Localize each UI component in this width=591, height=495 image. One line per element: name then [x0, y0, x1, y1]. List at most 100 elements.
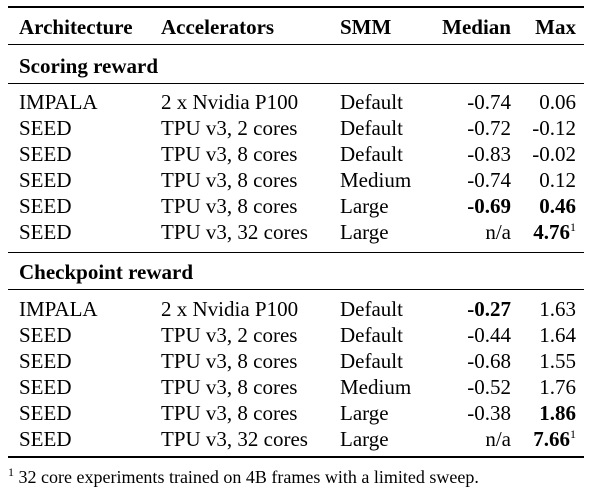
- cell-max-footnote-marker: 1: [570, 220, 576, 234]
- cell-max-value: -0.02: [532, 142, 576, 166]
- cell-accelerators: TPU v3, 32 cores: [161, 427, 308, 451]
- footnote-text: 32 core experiments trained on 4B frames…: [18, 467, 479, 487]
- cell-architecture: SEED: [19, 194, 72, 218]
- cell-max-value: 1.76: [539, 375, 576, 399]
- cell-smm: Default: [340, 90, 403, 114]
- cell-accelerators: TPU v3, 32 cores: [161, 220, 308, 244]
- cell-architecture: SEED: [19, 323, 72, 347]
- header-max: Max: [535, 15, 576, 39]
- cell-max-value: 1.64: [539, 323, 576, 347]
- cell-max: 4.761: [533, 219, 576, 245]
- cell-accelerators: 2 x Nvidia P100: [161, 297, 299, 321]
- cell-smm: Default: [340, 142, 403, 166]
- table-row: SEED TPU v3, 8 cores Large -0.69 0.46: [0, 193, 591, 219]
- table-row: IMPALA 2 x Nvidia P100 Default -0.27 1.63: [0, 296, 591, 322]
- cell-max: 0.12: [539, 167, 576, 193]
- cell-accelerators: TPU v3, 8 cores: [161, 375, 298, 399]
- cell-max: -0.02: [532, 141, 576, 167]
- cell-architecture: SEED: [19, 375, 72, 399]
- cell-max-footnote-marker: 1: [570, 427, 576, 441]
- cell-median: -0.74: [467, 90, 511, 114]
- cell-max: -0.12: [532, 115, 576, 141]
- cell-median: n/a: [485, 220, 511, 244]
- cell-architecture: IMPALA: [19, 90, 98, 114]
- cell-max-value: 0.46: [539, 194, 576, 218]
- header-median: Median: [442, 15, 511, 39]
- cell-max-value: 0.06: [539, 90, 576, 114]
- cell-smm: Large: [340, 194, 389, 218]
- table-row: SEED TPU v3, 8 cores Medium -0.74 0.12: [0, 167, 591, 193]
- cell-median: -0.69: [467, 194, 511, 218]
- cell-accelerators: 2 x Nvidia P100: [161, 90, 299, 114]
- cell-architecture: IMPALA: [19, 297, 98, 321]
- header-accelerators: Accelerators: [161, 15, 275, 39]
- cell-smm: Default: [340, 323, 403, 347]
- cell-accelerators: TPU v3, 8 cores: [161, 142, 298, 166]
- cell-smm: Default: [340, 116, 403, 140]
- cell-median: -0.38: [467, 401, 511, 425]
- cell-max: 1.55: [539, 348, 576, 374]
- cell-max: 1.76: [539, 374, 576, 400]
- cell-accelerators: TPU v3, 2 cores: [161, 323, 298, 347]
- cell-median: -0.52: [467, 375, 511, 399]
- cell-max-value: 7.66: [533, 427, 570, 451]
- cell-smm: Medium: [340, 375, 412, 399]
- table-row: SEED TPU v3, 8 cores Medium -0.52 1.76: [0, 374, 591, 400]
- cell-architecture: SEED: [19, 401, 72, 425]
- bottom-rule: [8, 456, 584, 458]
- table-row: SEED TPU v3, 8 cores Large -0.38 1.86: [0, 400, 591, 426]
- cell-median: -0.72: [467, 116, 511, 140]
- cell-smm: Default: [340, 297, 403, 321]
- cell-smm: Large: [340, 401, 389, 425]
- cell-accelerators: TPU v3, 2 cores: [161, 116, 298, 140]
- cell-architecture: SEED: [19, 116, 72, 140]
- cell-max: 0.06: [539, 89, 576, 115]
- header-row: Architecture Accelerators SMM Median Max: [0, 14, 591, 40]
- cell-accelerators: TPU v3, 8 cores: [161, 168, 298, 192]
- cell-max: 1.64: [539, 322, 576, 348]
- footnote: 1 32 core experiments trained on 4B fram…: [8, 466, 479, 488]
- cell-max-value: 4.76: [533, 220, 570, 244]
- cell-median: -0.74: [467, 168, 511, 192]
- table-row: SEED TPU v3, 8 cores Default -0.68 1.55: [0, 348, 591, 374]
- cell-max: 0.46: [539, 193, 576, 219]
- header-rule: [8, 44, 584, 45]
- cell-max: 1.63: [539, 296, 576, 322]
- cell-architecture: SEED: [19, 142, 72, 166]
- table-row: SEED TPU v3, 32 cores Large n/a 7.661: [0, 426, 591, 452]
- cell-architecture: SEED: [19, 168, 72, 192]
- cell-max: 1.86: [539, 400, 576, 426]
- header-architecture: Architecture: [19, 15, 133, 39]
- cell-smm: Large: [340, 427, 389, 451]
- top-rule: [8, 6, 584, 8]
- cell-accelerators: TPU v3, 8 cores: [161, 194, 298, 218]
- table-row: SEED TPU v3, 2 cores Default -0.72 -0.12: [0, 115, 591, 141]
- header-smm: SMM: [340, 15, 392, 39]
- cell-median: n/a: [485, 427, 511, 451]
- cell-median: -0.83: [467, 142, 511, 166]
- cell-max-value: 1.63: [539, 297, 576, 321]
- section-title-scoring: Scoring reward: [19, 54, 159, 78]
- section-rule-checkpoint: [8, 289, 584, 290]
- cell-median: -0.68: [467, 349, 511, 373]
- cell-median: -0.27: [467, 297, 511, 321]
- table-row: SEED TPU v3, 32 cores Large n/a 4.761: [0, 219, 591, 245]
- cell-max-value: 0.12: [539, 168, 576, 192]
- cell-smm: Large: [340, 220, 389, 244]
- cell-max-value: 1.55: [539, 349, 576, 373]
- footnote-marker: 1: [8, 465, 14, 479]
- cell-smm: Default: [340, 349, 403, 373]
- cell-architecture: SEED: [19, 427, 72, 451]
- table-row: SEED TPU v3, 2 cores Default -0.44 1.64: [0, 322, 591, 348]
- section-title-checkpoint: Checkpoint reward: [19, 260, 194, 284]
- cell-median: -0.44: [467, 323, 511, 347]
- section-rule-scoring: [8, 83, 584, 84]
- cell-smm: Medium: [340, 168, 412, 192]
- cell-max: 7.661: [533, 426, 576, 452]
- cell-max-value: 1.86: [539, 401, 576, 425]
- cell-max-value: -0.12: [532, 116, 576, 140]
- cell-accelerators: TPU v3, 8 cores: [161, 349, 298, 373]
- table-row: IMPALA 2 x Nvidia P100 Default -0.74 0.06: [0, 89, 591, 115]
- cell-accelerators: TPU v3, 8 cores: [161, 401, 298, 425]
- section-divider-rule: [8, 252, 584, 253]
